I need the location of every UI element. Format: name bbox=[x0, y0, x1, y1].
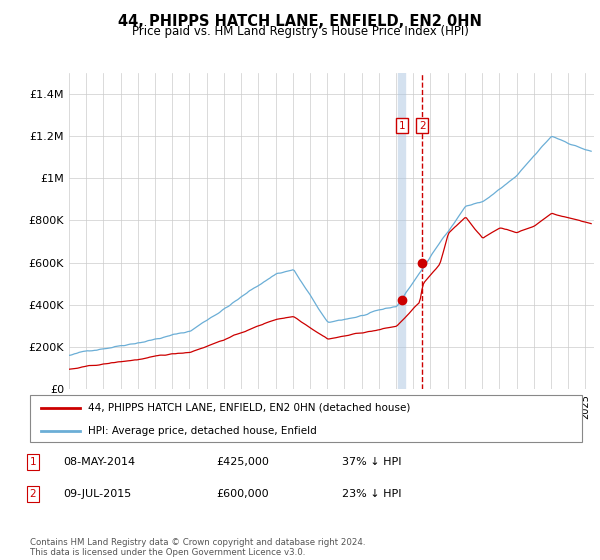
Text: 1: 1 bbox=[29, 457, 37, 467]
Text: HPI: Average price, detached house, Enfield: HPI: Average price, detached house, Enfi… bbox=[88, 426, 317, 436]
Text: £425,000: £425,000 bbox=[216, 457, 269, 467]
Text: £600,000: £600,000 bbox=[216, 489, 269, 499]
Text: 37% ↓ HPI: 37% ↓ HPI bbox=[342, 457, 401, 467]
Text: 08-MAY-2014: 08-MAY-2014 bbox=[63, 457, 135, 467]
Text: 23% ↓ HPI: 23% ↓ HPI bbox=[342, 489, 401, 499]
Text: 2: 2 bbox=[29, 489, 37, 499]
Text: 1: 1 bbox=[399, 120, 406, 130]
Text: Price paid vs. HM Land Registry's House Price Index (HPI): Price paid vs. HM Land Registry's House … bbox=[131, 25, 469, 38]
Text: 44, PHIPPS HATCH LANE, ENFIELD, EN2 0HN (detached house): 44, PHIPPS HATCH LANE, ENFIELD, EN2 0HN … bbox=[88, 403, 410, 413]
FancyBboxPatch shape bbox=[30, 395, 582, 442]
Text: 44, PHIPPS HATCH LANE, ENFIELD, EN2 0HN: 44, PHIPPS HATCH LANE, ENFIELD, EN2 0HN bbox=[118, 14, 482, 29]
Text: 2: 2 bbox=[419, 120, 425, 130]
Text: Contains HM Land Registry data © Crown copyright and database right 2024.
This d: Contains HM Land Registry data © Crown c… bbox=[30, 538, 365, 557]
Text: 09-JUL-2015: 09-JUL-2015 bbox=[63, 489, 131, 499]
